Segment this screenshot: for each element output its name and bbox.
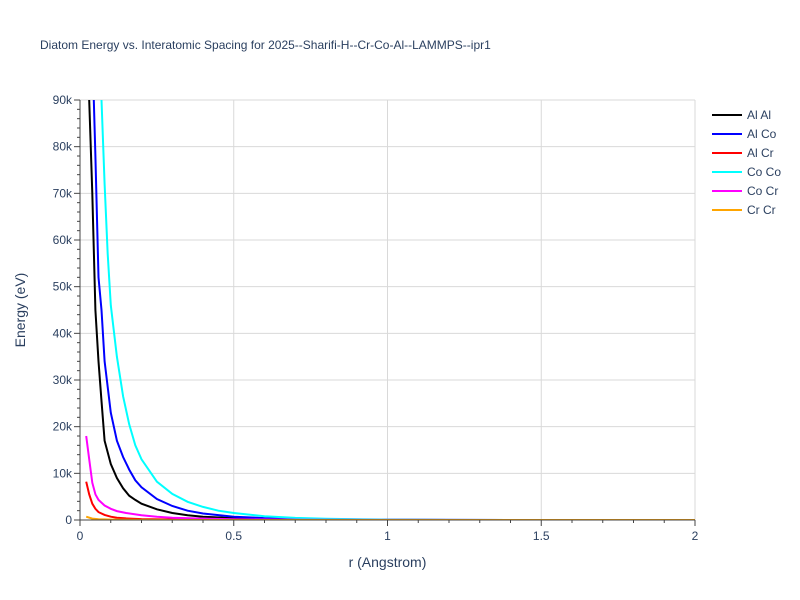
legend-label-cr-cr: Cr Cr [747,203,776,217]
x-tick-label: 0 [77,529,84,543]
y-tick-label: 90k [53,93,73,107]
x-tick-label: 0.5 [225,529,242,543]
legend-label-al-al: Al Al [747,108,771,122]
series-line-al-co [92,100,695,520]
y-tick-label: 70k [53,186,73,200]
y-axis-label: Energy (eV) [12,272,28,348]
y-tick-label: 80k [53,140,73,154]
y-tick-label: 0 [65,513,72,527]
y-tick-label: 50k [53,280,73,294]
y-tick-label: 40k [53,326,73,340]
legend-label-co-co: Co Co [747,165,781,179]
legend-label-al-co: Al Co [747,127,777,141]
y-tick-label: 20k [53,420,73,434]
series-line-al-al [88,100,695,520]
x-tick-label: 1 [384,529,391,543]
x-axis-label: r (Angstrom) [348,554,427,570]
chart-title: Diatom Energy vs. Interatomic Spacing fo… [40,38,491,52]
legend-label-al-cr: Al Cr [747,146,774,160]
x-tick-label: 2 [692,529,699,543]
y-tick-label: 60k [53,233,73,247]
y-tick-label: 30k [53,373,73,387]
legend-label-co-cr: Co Cr [747,184,778,198]
series-line-co-co [100,100,695,520]
y-tick-label: 10k [53,466,73,480]
x-tick-label: 1.5 [533,529,550,543]
